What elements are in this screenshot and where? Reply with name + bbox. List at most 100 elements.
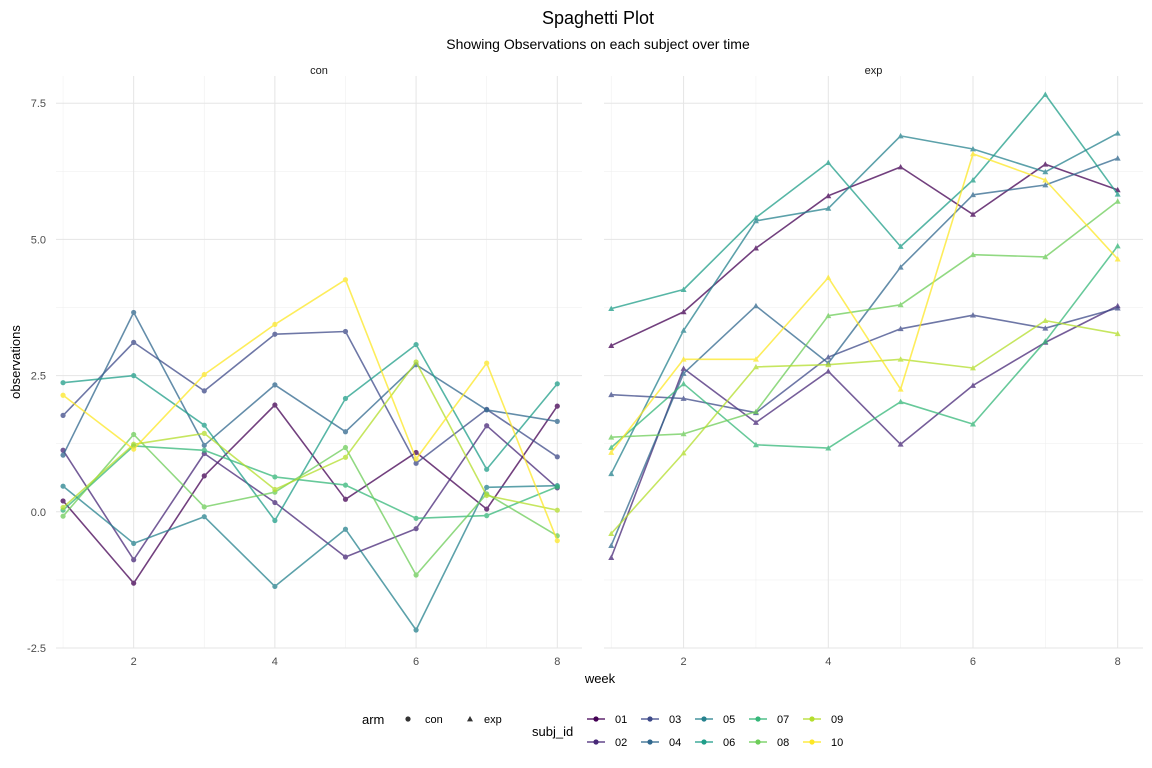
data-point <box>608 530 615 536</box>
data-point <box>897 264 904 270</box>
legend-key-point <box>593 716 599 722</box>
data-point <box>608 305 615 312</box>
legend-item-label: 06 <box>723 737 735 749</box>
data-point <box>201 430 207 436</box>
data-point <box>969 177 976 183</box>
data-point <box>484 484 490 490</box>
data-point <box>680 356 687 362</box>
series-line <box>62 433 558 576</box>
legend-arm-label: exp <box>484 714 502 726</box>
data-point <box>969 145 976 152</box>
data-point <box>897 398 904 405</box>
data-point <box>201 473 207 479</box>
legend-item-label: 01 <box>615 714 627 726</box>
legend-key-point <box>647 716 653 722</box>
data-point <box>825 368 832 374</box>
series-exp-10 <box>608 150 1121 455</box>
data-point <box>131 431 137 438</box>
y-tick-label: 5.0 <box>31 234 46 246</box>
data-point <box>608 470 615 477</box>
data-point <box>131 339 137 345</box>
series-con-03 <box>60 328 560 466</box>
series-line <box>610 245 1119 449</box>
data-point <box>680 449 687 456</box>
series-line <box>62 424 558 561</box>
gridlines <box>604 76 1143 649</box>
data-point <box>969 382 976 388</box>
data-point <box>413 341 419 348</box>
data-point <box>342 328 349 335</box>
data-point <box>752 302 759 309</box>
series-con-10 <box>60 277 560 544</box>
data-point <box>825 159 832 166</box>
series-line <box>610 157 1118 546</box>
data-point <box>554 403 560 409</box>
series-line <box>610 132 1119 475</box>
series-con-06 <box>60 341 560 524</box>
facet-label-con: con <box>310 65 328 77</box>
data-point <box>680 327 687 333</box>
data-point <box>680 430 687 437</box>
series-exp-05 <box>608 130 1121 477</box>
data-point <box>60 392 66 398</box>
facet-panels: con 2 4 6 8 -2.5 0.0 2.5 5.0 7.5 exp 2 4 6 8 <box>27 65 1143 668</box>
data-point <box>131 540 137 547</box>
series-exp-04 <box>608 155 1121 548</box>
data-point <box>608 444 615 450</box>
data-point <box>342 554 349 560</box>
series-line <box>62 404 558 585</box>
data-point <box>897 441 904 447</box>
data-point <box>272 402 278 408</box>
chart-title: Spaghetti Plot <box>542 8 654 28</box>
data-point <box>201 422 207 428</box>
data-point <box>1114 256 1121 262</box>
data-point <box>60 380 66 386</box>
series-line <box>62 445 558 520</box>
data-point <box>413 515 419 521</box>
series-exp-09 <box>608 317 1121 536</box>
data-point <box>342 454 349 460</box>
series-line <box>611 307 1118 414</box>
x-tick-label: 2 <box>131 656 137 668</box>
data-point <box>969 150 976 157</box>
data-point <box>608 449 615 455</box>
series-exp-08 <box>608 198 1121 440</box>
legend-item-02: 02 <box>587 737 627 749</box>
series-exp-01 <box>608 161 1121 349</box>
data-point <box>201 514 207 520</box>
data-point <box>752 245 759 251</box>
data-point <box>897 356 904 362</box>
data-point <box>342 526 349 532</box>
data-point <box>825 361 832 368</box>
data-point <box>897 243 904 249</box>
data-point <box>608 391 615 398</box>
data-point <box>413 460 419 466</box>
data-point <box>752 363 759 370</box>
data-point <box>752 441 759 448</box>
data-point <box>1114 242 1121 249</box>
legend-item-06: 06 <box>695 737 735 749</box>
data-point <box>1042 181 1049 188</box>
data-point <box>554 381 560 387</box>
data-point <box>825 192 832 199</box>
data-point <box>825 354 832 360</box>
data-point <box>608 434 615 440</box>
legend-item-08: 08 <box>749 737 789 749</box>
data-point <box>342 395 349 402</box>
data-point <box>272 517 278 524</box>
series-con-01 <box>60 402 560 586</box>
data-point <box>484 466 490 472</box>
data-point <box>1042 317 1049 323</box>
data-point <box>1042 253 1049 260</box>
data-point <box>680 365 687 371</box>
series-line <box>62 278 559 541</box>
data-point <box>413 456 419 462</box>
legend-item-label: 07 <box>777 714 789 726</box>
legend-item-10: 10 <box>803 737 843 749</box>
series-con-08 <box>60 431 560 578</box>
data-point <box>131 557 137 563</box>
data-point <box>60 412 66 418</box>
data-point <box>413 572 419 578</box>
data-point <box>342 429 349 435</box>
